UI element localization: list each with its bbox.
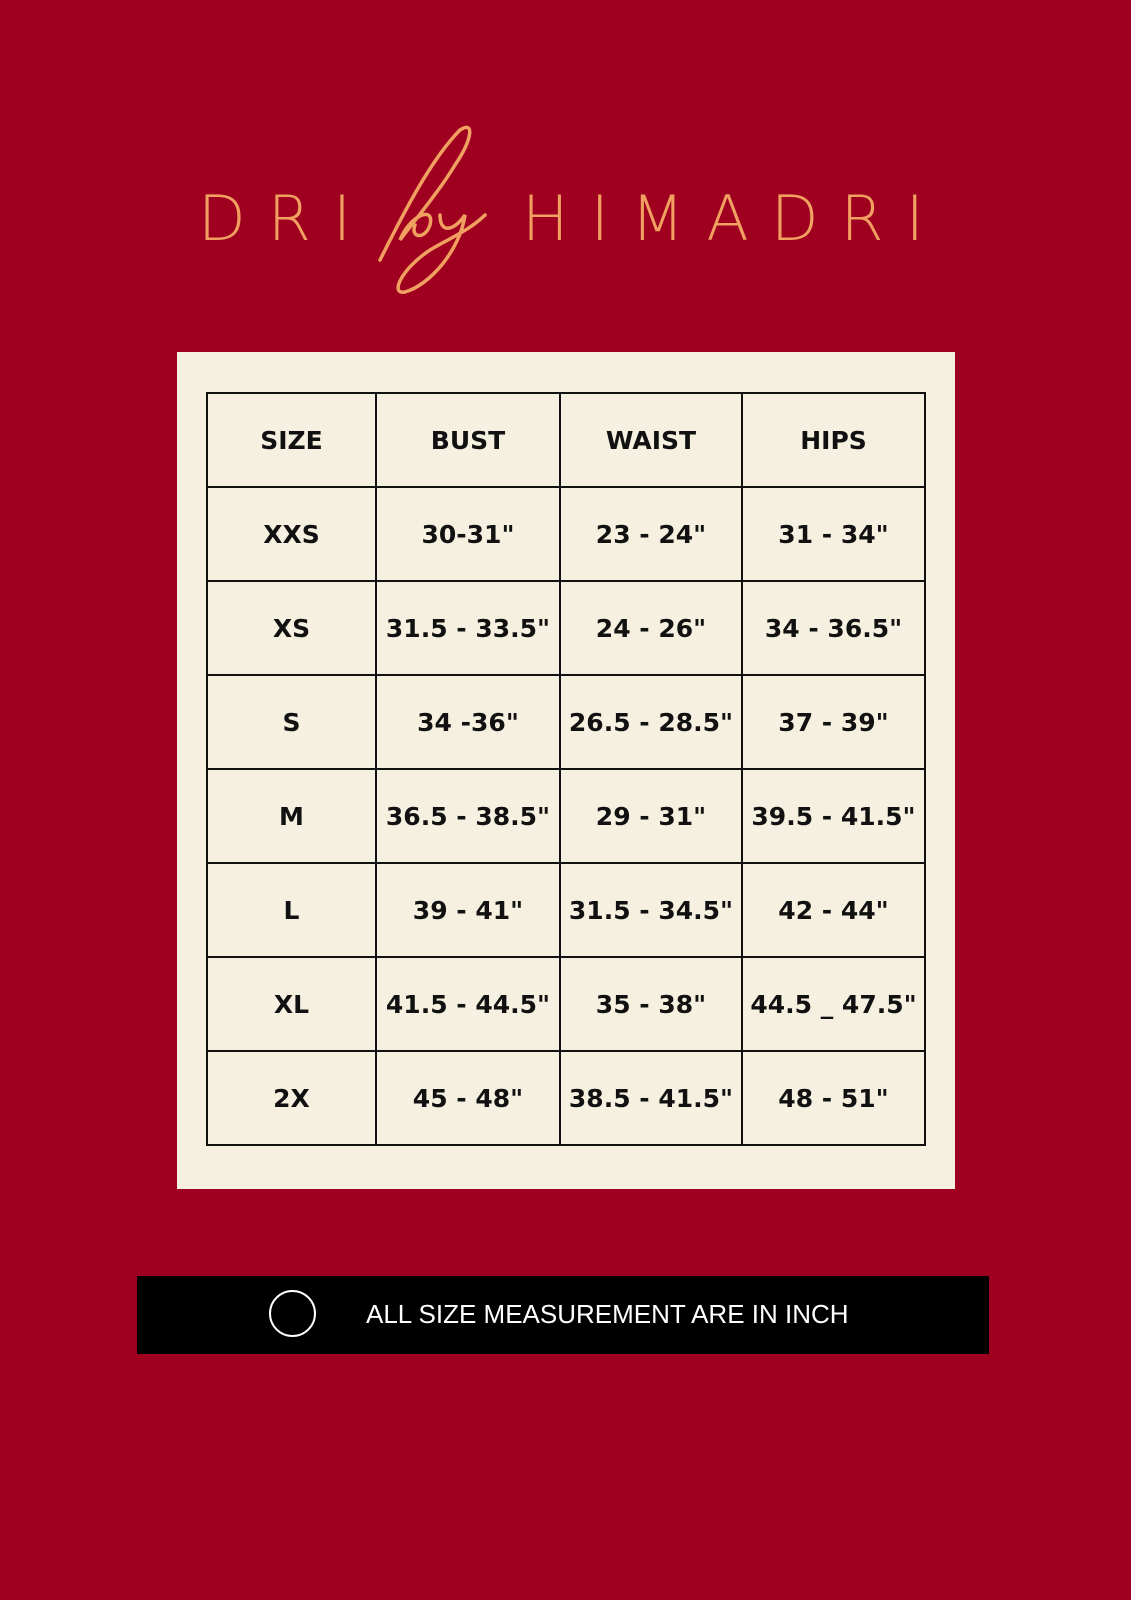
- table-cell-waist: 31.5 - 34.5": [559, 862, 743, 958]
- table-cell-size: 2X: [206, 1050, 377, 1146]
- table-cell-hips: 42 - 44": [741, 862, 926, 958]
- table-row: XS 31.5 - 33.5" 24 - 26" 34 - 36.5": [206, 580, 926, 676]
- table-cell-waist: 23 - 24": [559, 486, 743, 582]
- table-cell-size: S: [206, 674, 377, 770]
- table-cell-bust: 45 - 48": [375, 1050, 561, 1146]
- table-row: XL 41.5 - 44.5" 35 - 38" 44.5 _ 47.5": [206, 956, 926, 1052]
- measurement-note-bar: ALL SIZE MEASUREMENT ARE IN INCH: [137, 1276, 989, 1354]
- table-row: 2X 45 - 48" 38.5 - 41.5" 48 - 51": [206, 1050, 926, 1146]
- size-chart-card: SIZE BUST WAIST HIPS XXS 30-31" 23 - 24" 31…: [177, 352, 955, 1189]
- table-cell-hips: 34 - 36.5": [741, 580, 926, 676]
- header-bust: BUST: [375, 392, 561, 488]
- measurement-note-text: ALL SIZE MEASUREMENT ARE IN INCH: [366, 1299, 849, 1329]
- table-cell-bust: 36.5 - 38.5": [375, 768, 561, 864]
- table-cell-bust: 39 - 41": [375, 862, 561, 958]
- header-size: SIZE: [206, 392, 377, 488]
- table-cell-waist: 35 - 38": [559, 956, 743, 1052]
- table-row: L 39 - 41" 31.5 - 34.5" 42 - 44": [206, 862, 926, 958]
- circle-icon: [269, 1290, 316, 1337]
- table-cell-bust: 34 -36": [375, 674, 561, 770]
- table-cell-size: M: [206, 768, 377, 864]
- table-cell-hips: 48 - 51": [741, 1050, 926, 1146]
- table-cell-waist: 24 - 26": [559, 580, 743, 676]
- table-cell-size: L: [206, 862, 377, 958]
- table-cell-hips: 31 - 34": [741, 486, 926, 582]
- table-cell-hips: 37 - 39": [741, 674, 926, 770]
- table-cell-size: XXS: [206, 486, 377, 582]
- table-header-row: SIZE BUST WAIST HIPS: [206, 392, 926, 488]
- brand-logo: DRI by HIMADRI: [190, 120, 960, 300]
- table-row: S 34 -36" 26.5 - 28.5" 37 - 39": [206, 674, 926, 770]
- table-cell-hips: 39.5 - 41.5": [741, 768, 926, 864]
- table-cell-bust: 31.5 - 33.5": [375, 580, 561, 676]
- size-chart-table: SIZE BUST WAIST HIPS XXS 30-31" 23 - 24" 31…: [206, 392, 926, 1146]
- table-cell-hips: 44.5 _ 47.5": [741, 956, 926, 1052]
- header-waist: WAIST: [559, 392, 743, 488]
- table-cell-size: XL: [206, 956, 377, 1052]
- logo-text-dri: DRI: [198, 182, 374, 255]
- logo-script-by: by: [378, 125, 487, 294]
- table-cell-waist: 29 - 31": [559, 768, 743, 864]
- table-row: XXS 30-31" 23 - 24" 31 - 34": [206, 486, 926, 582]
- table-cell-bust: 41.5 - 44.5": [375, 956, 561, 1052]
- table-cell-waist: 26.5 - 28.5": [559, 674, 743, 770]
- table-cell-size: XS: [206, 580, 377, 676]
- table-cell-waist: 38.5 - 41.5": [559, 1050, 743, 1146]
- table-row: M 36.5 - 38.5" 29 - 31" 39.5 - 41.5": [206, 768, 926, 864]
- header-hips: HIPS: [741, 392, 926, 488]
- logo-text-himadri: HIMADRI: [522, 182, 946, 255]
- table-cell-bust: 30-31": [375, 486, 561, 582]
